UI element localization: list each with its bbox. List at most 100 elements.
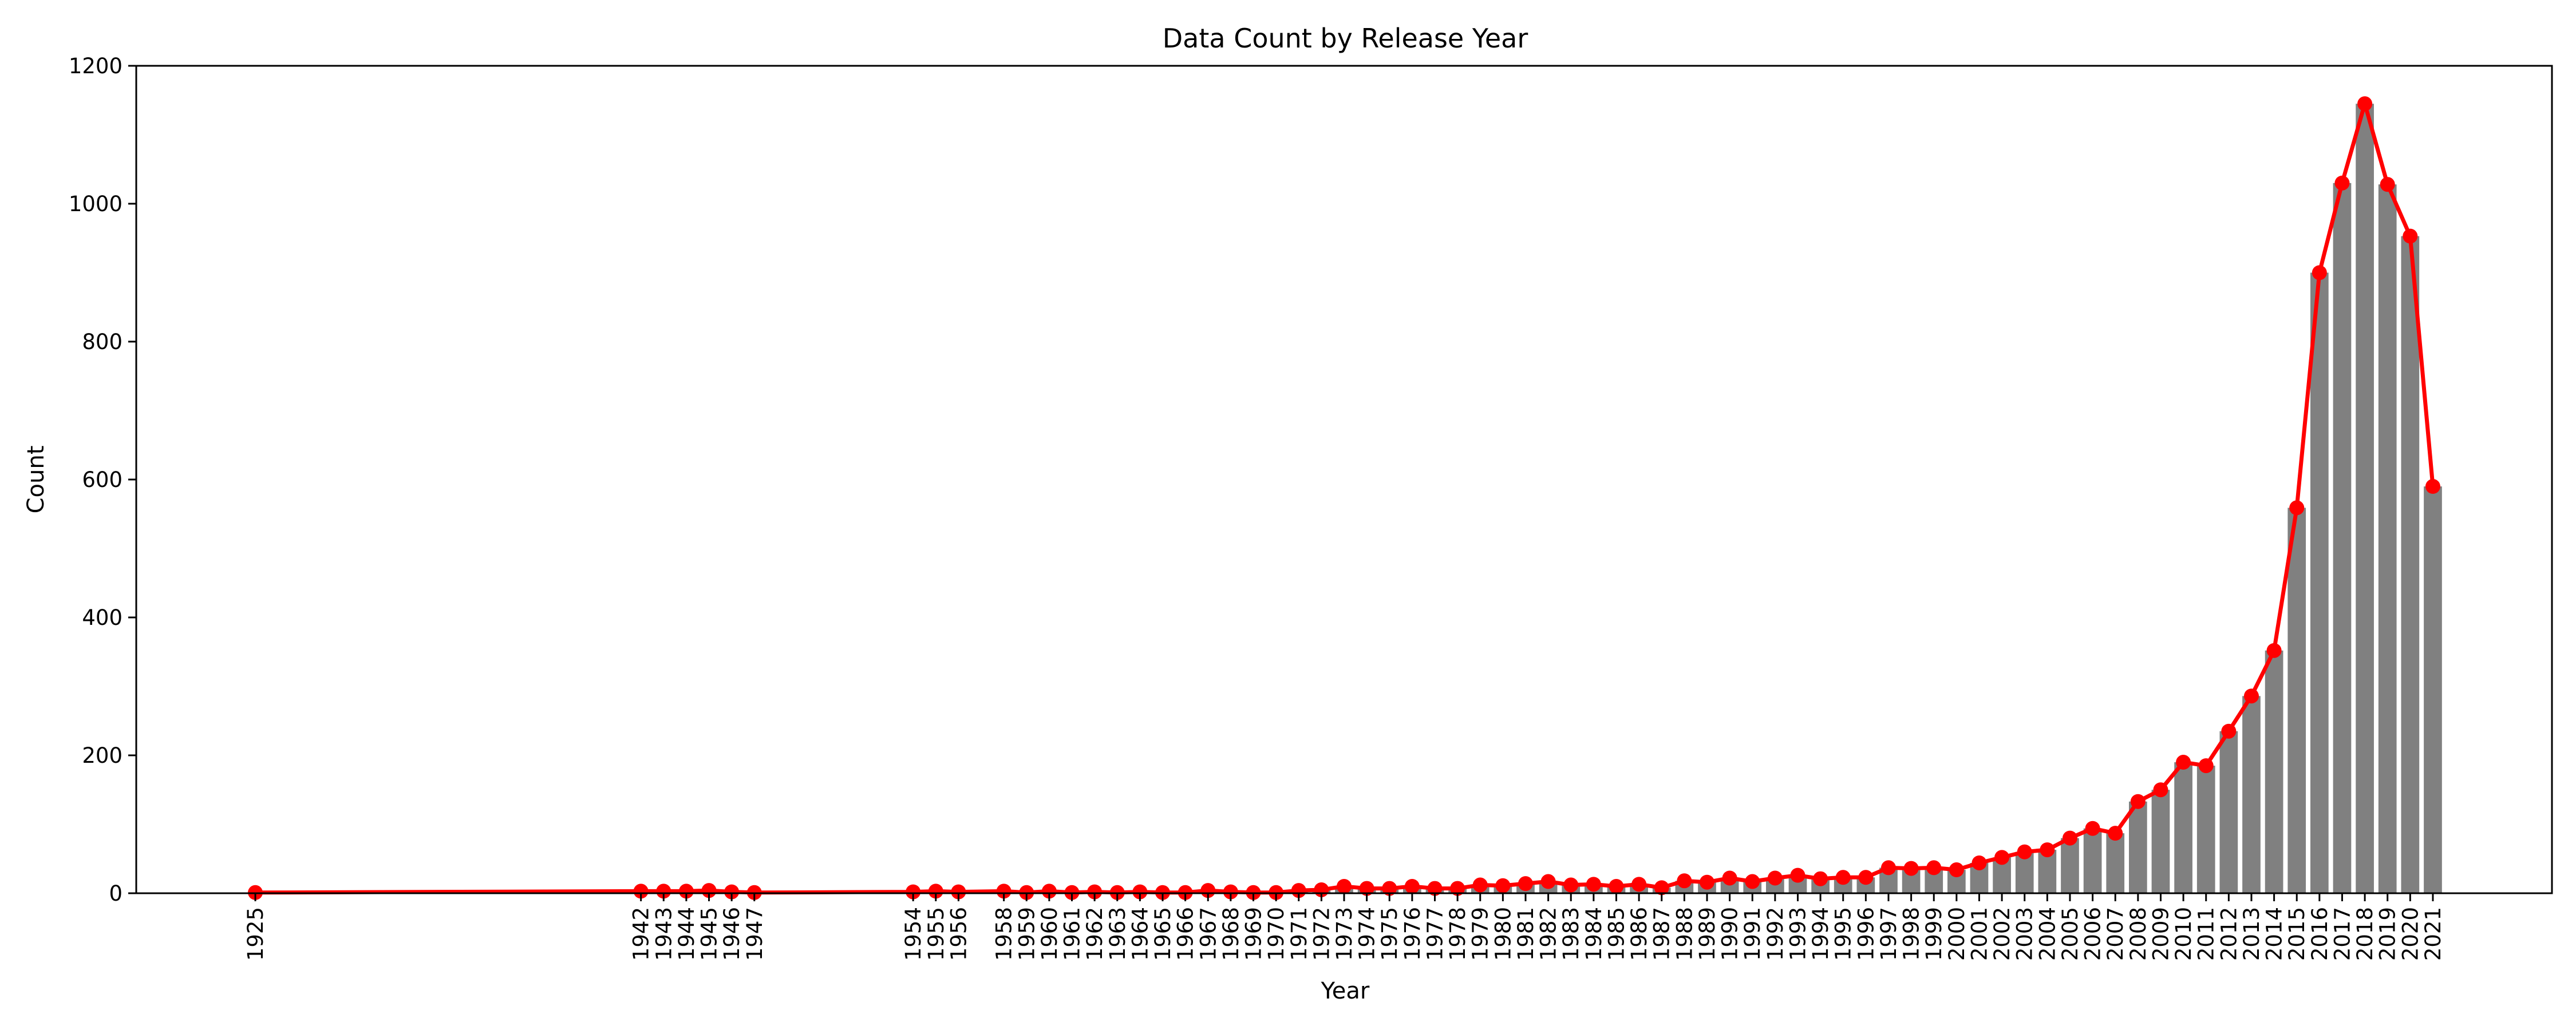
bar-2011 <box>2196 766 2215 893</box>
x-tick-label: 2011 <box>2194 907 2219 961</box>
x-tick-label: 1965 <box>1151 907 1175 961</box>
x-tick-label: 1968 <box>1219 907 1243 961</box>
x-tick-label: 2017 <box>2330 907 2354 961</box>
x-tick-label: 1925 <box>243 907 268 961</box>
point-1997 <box>1880 860 1896 876</box>
point-1999 <box>1926 860 1942 876</box>
x-tick-label: 1955 <box>924 907 949 961</box>
point-1976 <box>1404 878 1420 894</box>
point-1975 <box>1382 881 1397 896</box>
point-2012 <box>2221 723 2237 739</box>
x-tick-label: 1994 <box>1808 907 1833 961</box>
bar-2015 <box>2287 508 2306 893</box>
y-axis: 0 200 400 600 800 1000 1200 <box>69 54 136 906</box>
x-tick-label: 1946 <box>720 907 744 961</box>
x-tick-label: 1977 <box>1423 907 1447 961</box>
point-1987 <box>1654 880 1669 896</box>
x-tick-label: 1982 <box>1536 907 1561 961</box>
point-1994 <box>1813 871 1828 886</box>
x-tick-label: 2009 <box>2148 907 2173 961</box>
point-2010 <box>2176 755 2191 770</box>
x-tick-label: 1997 <box>1876 907 1901 961</box>
bar-2012 <box>2219 731 2238 893</box>
x-tick-label: 1979 <box>1468 907 1493 961</box>
bar-2005 <box>2061 838 2079 893</box>
point-1967 <box>1200 883 1216 898</box>
x-tick-label: 1943 <box>651 907 676 961</box>
x-tick-label: 2016 <box>2308 907 2332 961</box>
x-tick-label: 1996 <box>1854 907 1878 961</box>
point-2002 <box>1994 850 2010 865</box>
point-2008 <box>2130 794 2146 809</box>
x-tick-label: 2012 <box>2217 907 2241 961</box>
point-2013 <box>2243 688 2259 704</box>
x-tick-label: 1985 <box>1604 907 1629 961</box>
y-tick-label: 0 <box>109 881 123 906</box>
point-1995 <box>1835 870 1851 885</box>
point-1991 <box>1745 874 1760 889</box>
x-tick-label: 2019 <box>2376 907 2400 961</box>
x-tick-label: 1961 <box>1060 907 1085 961</box>
x-tick-label: 1971 <box>1287 907 1311 961</box>
x-tick-label: 1998 <box>1899 907 1924 961</box>
bar-series <box>246 104 2442 894</box>
x-tick-label: 1959 <box>1014 907 1039 961</box>
x-tick-label: 1975 <box>1377 907 1402 961</box>
x-tick-label: 1954 <box>901 907 926 961</box>
x-tick-label: 1987 <box>1650 907 1674 961</box>
bar-2006 <box>2083 828 2102 893</box>
point-1954 <box>906 884 921 900</box>
point-1974 <box>1359 881 1374 896</box>
point-2000 <box>1949 862 1964 878</box>
point-1964 <box>1132 884 1148 900</box>
x-tick-label: 1958 <box>992 907 1017 961</box>
bar-2014 <box>2265 650 2283 893</box>
point-2005 <box>2062 830 2077 846</box>
x-tick-label: 1973 <box>1332 907 1357 961</box>
point-1979 <box>1472 877 1488 893</box>
point-1990 <box>1722 870 1737 886</box>
bar-2018 <box>2356 104 2374 893</box>
point-1982 <box>1540 874 1556 889</box>
point-1981 <box>1518 876 1533 892</box>
point-1942 <box>633 884 649 899</box>
x-tick-label: 1970 <box>1264 907 1289 961</box>
bar-2007 <box>2106 833 2125 893</box>
x-tick-label: 1964 <box>1128 907 1152 961</box>
x-tick-label: 1966 <box>1174 907 1198 961</box>
point-1958 <box>996 884 1012 899</box>
y-tick-label: 200 <box>82 743 123 768</box>
x-tick-label: 1978 <box>1445 907 1470 961</box>
y-tick-label: 1200 <box>69 54 123 78</box>
y-tick-label: 1000 <box>69 192 123 216</box>
point-1996 <box>1858 870 1874 885</box>
point-1956 <box>951 884 966 900</box>
point-2014 <box>2266 643 2282 658</box>
point-1960 <box>1041 884 1057 899</box>
x-axis-label: Year <box>1321 978 1370 1004</box>
point-1983 <box>1563 877 1579 893</box>
point-1946 <box>724 884 740 900</box>
y-tick-label: 800 <box>82 330 123 354</box>
point-2015 <box>2289 500 2305 516</box>
point-1985 <box>1609 878 1624 894</box>
x-tick-label: 1962 <box>1082 907 1107 961</box>
bar-2008 <box>2129 801 2147 893</box>
x-tick-label: 2008 <box>2126 907 2151 961</box>
point-2017 <box>2334 175 2350 191</box>
x-tick-label: 1945 <box>697 907 722 961</box>
x-tick-label: 2001 <box>1967 907 1992 961</box>
point-1989 <box>1699 874 1714 890</box>
x-tick-label: 1947 <box>742 907 767 961</box>
x-tick-label: 1989 <box>1695 907 1720 961</box>
x-tick-label: 1972 <box>1309 907 1334 961</box>
x-tick-label: 1991 <box>1740 907 1765 961</box>
x-tick-label: 1942 <box>629 907 654 961</box>
point-2007 <box>2108 826 2123 841</box>
x-tick-label: 2003 <box>2013 907 2037 961</box>
y-axis-label: Count <box>23 446 49 514</box>
point-1992 <box>1767 870 1783 886</box>
point-2016 <box>2312 265 2327 280</box>
point-1943 <box>656 884 671 899</box>
